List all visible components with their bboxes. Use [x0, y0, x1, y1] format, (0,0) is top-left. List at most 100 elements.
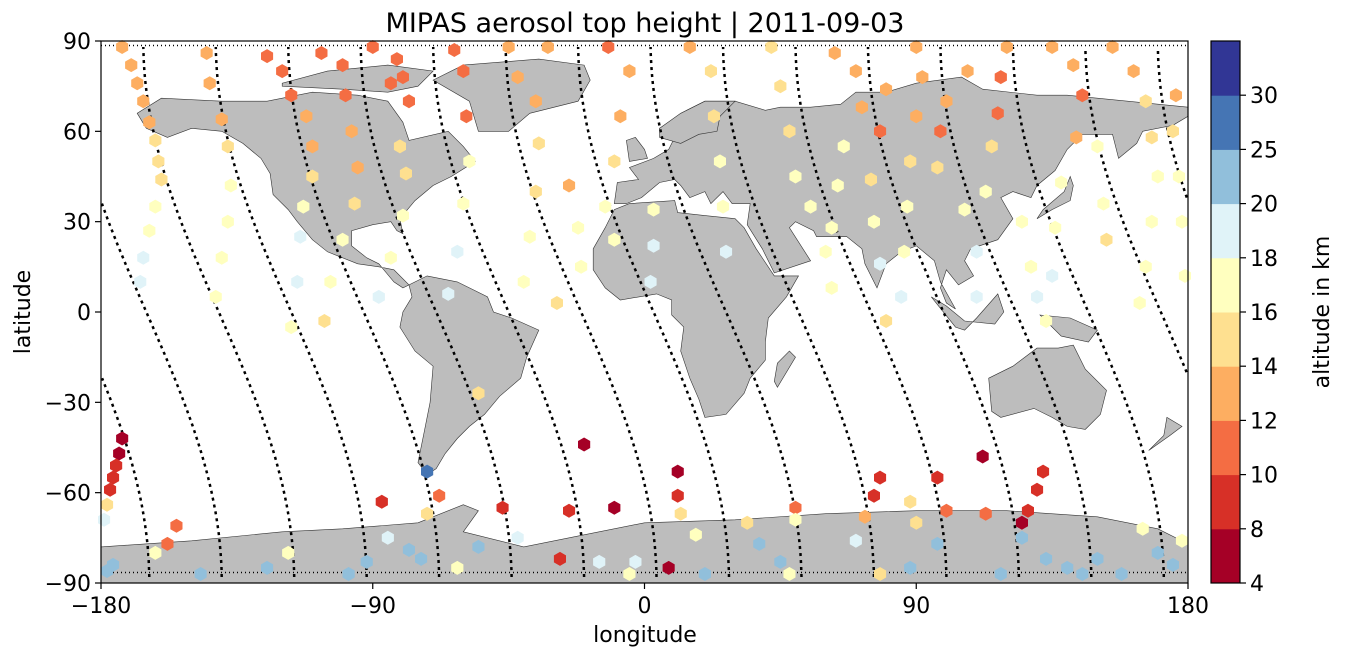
aerosol-point [874, 470, 887, 485]
aerosol-point [532, 136, 545, 151]
land-greenland [432, 58, 591, 132]
aerosol-point [460, 109, 473, 124]
aerosol-point [765, 40, 778, 54]
colorbar-tick-label: 8 [1250, 518, 1264, 543]
aerosol-point [125, 58, 138, 73]
aerosol-point [608, 232, 621, 247]
land-north-america [136, 91, 476, 289]
aerosol-point [1000, 40, 1013, 54]
aerosol-point [1106, 40, 1119, 54]
aerosol-point [300, 109, 313, 124]
aerosol-point [1021, 503, 1034, 518]
aerosol-point [934, 124, 947, 139]
x-axis-ticks: −180 −90 0 90 180 [71, 583, 1209, 619]
aerosol-point [674, 506, 687, 521]
y-tick-label: 60 [63, 120, 91, 145]
y-tick-label: −60 [45, 482, 91, 507]
aerosol-point [1076, 567, 1089, 581]
aerosol-point [698, 567, 711, 581]
aerosol-point [384, 76, 397, 91]
aerosol-point [623, 567, 636, 581]
aerosol-point [149, 133, 162, 148]
aerosol-point [671, 464, 684, 479]
aerosol-point [200, 46, 213, 60]
aerosol-point [215, 112, 228, 127]
aerosol-point [1133, 296, 1146, 310]
land-australia [988, 344, 1107, 430]
aerosol-point [502, 40, 515, 54]
aerosol-point [1091, 551, 1104, 566]
aerosol-point [849, 64, 862, 79]
aerosol-point [831, 178, 844, 193]
land-great-britain [626, 137, 648, 162]
colorbar [1210, 40, 1241, 584]
aerosol-point [1015, 515, 1028, 530]
aerosol-point [517, 274, 530, 289]
aerosol-point [194, 567, 207, 581]
aerosol-point [143, 223, 156, 238]
aerosol-point [916, 70, 929, 85]
aerosol-point [345, 124, 358, 139]
aerosol-point [599, 199, 612, 214]
aerosol-point [783, 567, 796, 581]
y-tick-label: 30 [63, 211, 91, 236]
aerosol-point [1015, 530, 1028, 545]
colorbar-tick-label: 30 [1250, 84, 1278, 109]
aerosol-point [994, 567, 1007, 581]
chart-title: MIPAS aerosol top height | 2011-09-03 [386, 8, 905, 39]
aerosol-points [98, 40, 1191, 581]
aerosol-point [294, 229, 307, 244]
orbit-tracks [100, 44, 1188, 578]
aerosol-point [336, 58, 349, 73]
aerosol-point [880, 314, 893, 328]
aerosol-point [614, 109, 627, 124]
aerosol-point [285, 88, 298, 103]
aerosol-point [472, 539, 485, 554]
x-tick-label: −180 [71, 594, 131, 619]
aerosol-point [306, 139, 319, 154]
aerosol-point [366, 40, 379, 54]
aerosol-point [837, 139, 850, 154]
colorbar-segment [1211, 474, 1240, 530]
aerosol-point [1055, 175, 1068, 190]
aerosol-point [683, 40, 696, 54]
aerosol-point [375, 494, 388, 509]
x-axis-label: longitude [593, 623, 697, 648]
aerosol-point [396, 208, 409, 223]
aerosol-point [1127, 64, 1140, 79]
aerosol-point [137, 250, 150, 265]
colorbar-tick-label: 18 [1250, 247, 1278, 272]
colorbar-segment [1211, 203, 1240, 259]
orbit-track [100, 46, 1188, 578]
aerosol-point [825, 220, 838, 235]
colorbar-label: altitude in km [1310, 236, 1335, 389]
colorbar-segment [1211, 312, 1240, 367]
aerosol-point [623, 64, 636, 79]
aerosol-point [741, 515, 754, 530]
aerosol-point [541, 40, 554, 54]
aerosol-point [137, 94, 150, 109]
aerosol-point [261, 49, 274, 64]
aerosol-point [874, 124, 887, 139]
aerosol-point [904, 154, 917, 169]
aerosol-point [215, 250, 228, 265]
colorbar-segment [1211, 41, 1240, 96]
aerosol-point [931, 536, 944, 551]
aerosol-point [1139, 259, 1152, 274]
aerosol-point [608, 154, 621, 169]
aerosol-point [895, 289, 908, 304]
aerosol-point [970, 289, 983, 304]
aerosol-point [306, 169, 319, 184]
aerosol-point [874, 256, 887, 271]
aerosol-point [496, 500, 509, 515]
aerosol-point [910, 109, 923, 124]
aerosol-point [1175, 533, 1188, 548]
colorbar-tick-label: 25 [1250, 138, 1278, 163]
aerosol-point [457, 196, 470, 211]
land-masses [100, 58, 1189, 584]
colorbar-segment [1211, 95, 1240, 150]
aerosol-point [393, 139, 406, 154]
aerosol-point [707, 109, 720, 124]
aerosol-point [940, 94, 953, 109]
aerosol-point [880, 82, 893, 97]
